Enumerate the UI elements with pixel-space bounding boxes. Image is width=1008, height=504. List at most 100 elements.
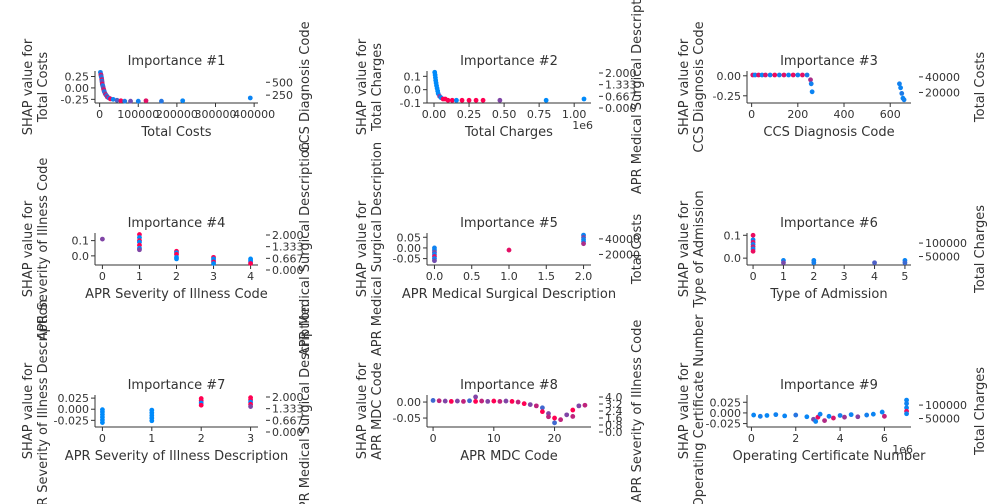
x-axis-label: APR Medical Surgical Description [402,287,616,302]
x-tick-label: 3 [841,270,848,283]
x-tick-label: 400 [834,108,855,121]
colorbar-tick-label: 0.000 [605,102,637,115]
y-tick-label: 0.00 [717,70,742,83]
data-point [751,412,757,418]
y-axis-label-line: SHAP value for [677,362,692,459]
data-point [479,398,485,404]
x-tick-label: 6 [881,432,888,445]
data-point [767,72,773,78]
subplot-2: Importance #20.00 0.25 0.50 0.75 1.001e60.10… [355,0,645,194]
data-point [248,404,253,409]
colorbar-tick-label: 250 [272,89,293,102]
y-axis-label-line: APR Severity of Illness Description [36,299,51,504]
subplot-title: Importance #9 [780,378,878,393]
y-tick-label: 0.1 [724,229,742,242]
y-axis-label: SHAP value forAPR Severity of Illness De… [21,299,51,504]
x-tick-label: 0 [99,432,106,445]
data-point [515,399,521,405]
colorbar-tick-label: 500 [272,76,293,89]
data-point [581,241,586,247]
y-axis-label-line: Total Costs [36,52,51,123]
data-point [576,403,582,409]
data-point [901,97,907,103]
data-point [509,399,515,404]
x-tick-label: 4 [837,432,844,445]
data-point [811,260,817,266]
x-tick-label: 20 [548,432,562,445]
y-tick-label: 0.1 [404,70,422,83]
x-tick-label: 0 [99,270,106,283]
data-point [248,261,253,266]
x-tick-label: 0.00 [422,108,447,121]
data-point [795,72,801,78]
colorbar-tick-label: 40000 [605,233,640,246]
subplot-title: Importance #7 [128,378,226,393]
data-point [790,72,796,78]
y-tick-label: 0.00 [65,82,90,95]
data-point [454,97,459,103]
data-point [831,415,836,421]
data-point [543,97,549,103]
colorbar-tick-label: 50000 [925,251,960,264]
data-point [864,412,870,418]
data-point [808,77,813,83]
data-point [159,98,164,104]
y-axis-label-line: Type of Admission [692,190,707,308]
y-axis-label: SHAP value forAPR Medical Surgical Descr… [355,142,385,356]
data-point [781,260,786,266]
y-axis-label-line: SHAP value for [677,38,692,135]
x-tick-label: 0 [96,108,103,121]
subplot-9: Importance #90 2 4 61e60.0250.000-0.025Oper… [677,314,988,504]
y-axis-label: SHAP value forTotal Charges [355,38,385,135]
colorbar-tick-label: 20000 [605,248,640,261]
data-point [540,405,545,411]
x-axis-label: Type of Admission [769,287,887,302]
data-point [904,397,909,403]
colorbar-tick-label: 1.333 [272,241,304,254]
x-tick-label: 2 [792,432,799,445]
data-point [497,399,503,404]
colorbar-tick-label: 1.333 [272,403,304,416]
data-point [467,398,472,404]
data-point [480,97,486,103]
data-point [137,247,142,253]
data-point [459,97,465,103]
data-point [773,412,779,418]
y-tick-label: 0.0 [72,250,90,263]
x-tick-label: 100000 [117,108,159,121]
y-tick-label: 0.25 [65,70,90,83]
data-point [786,72,791,78]
x-tick-label: 0 [748,432,755,445]
y-axis-label-line: CCS Diagnosis Code [692,21,707,152]
subplot-title: Importance #3 [780,54,878,69]
x-axis-label: Total Costs [140,125,211,140]
colorbar-label: CCS Diagnosis Code [298,21,313,152]
data-point [809,89,815,95]
data-point [808,81,814,87]
data-point [432,258,437,264]
colorbar-tick-label: 40000 [925,71,960,84]
y-axis-label-line: Operating Certificate Number [692,314,707,504]
data-point [521,401,527,407]
data-point [904,401,909,406]
colorbar-tick-label: 0.8 [605,419,623,432]
data-point [870,411,876,417]
colorbar-label: APR Medical Surgical Description [630,0,645,194]
colorbar-tick-label: 4.0 [605,391,623,404]
data-point [872,260,877,266]
colorbar-tick-label: 20000 [925,86,960,99]
colorbar-tick-label: 2.000 [272,391,304,404]
colorbar-tick-label: 50000 [925,413,960,426]
subplot-3: Importance #3 0 200 400 600 0.00 -0.25 CCS Diag… [677,21,988,152]
x-tick-label: 4 [247,270,254,283]
y-axis-label: SHAP value forCCS Diagnosis Code [677,21,707,152]
x-axis-label: APR Severity of Illness Description [65,449,288,464]
data-point [485,399,491,404]
subplot-title: Importance #8 [460,378,558,393]
data-point [793,412,799,418]
y-axis-label-line: SHAP value for [355,200,370,297]
x-tick-label: 3 [210,270,217,283]
data-point [135,98,141,104]
